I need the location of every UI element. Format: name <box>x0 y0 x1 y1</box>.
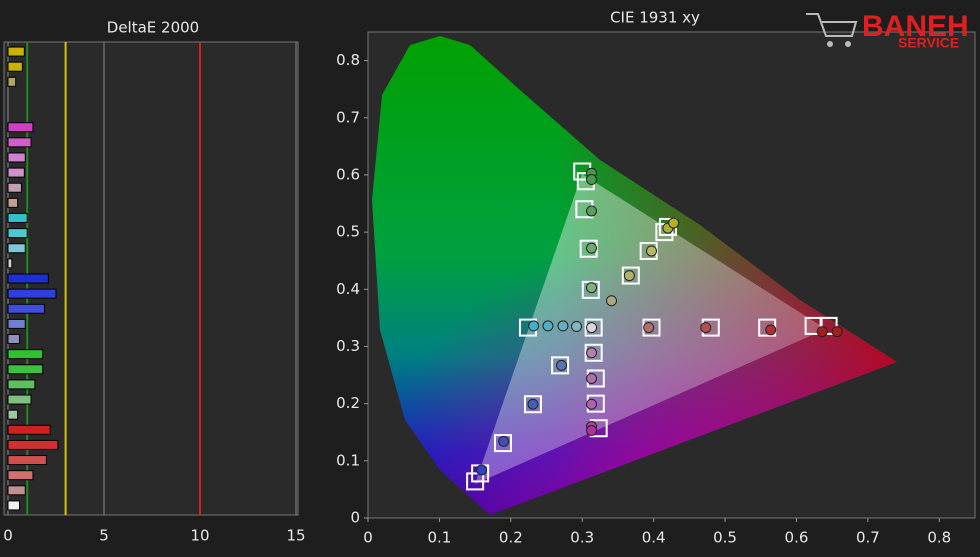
bar <box>7 122 34 133</box>
bar <box>7 212 28 223</box>
x-tick-label: 0 <box>363 529 373 547</box>
measured-point <box>586 205 598 217</box>
bar <box>7 76 17 87</box>
target-point <box>523 395 542 414</box>
measured-point <box>668 217 680 229</box>
measured-point <box>586 372 598 384</box>
bar <box>7 197 19 208</box>
measured-point <box>586 425 598 437</box>
target-point <box>493 434 512 453</box>
bar <box>7 228 28 239</box>
bar <box>7 137 32 148</box>
bar <box>7 288 57 299</box>
bar <box>7 455 47 466</box>
y-tick-label: 0.7 <box>336 108 360 126</box>
bar <box>7 439 59 450</box>
bar <box>7 334 21 345</box>
bar <box>7 152 26 163</box>
bar <box>7 364 44 375</box>
bar <box>7 409 19 420</box>
measured-point <box>586 322 598 334</box>
y-tick-label: 0.8 <box>336 51 360 69</box>
x-tick-label: 0.3 <box>570 529 594 547</box>
target-point <box>581 280 600 299</box>
measured-point <box>527 398 539 410</box>
chart-title: CIE 1931 xy <box>610 9 700 27</box>
y-tick-label: 0.6 <box>336 165 360 183</box>
target-point <box>584 343 603 362</box>
target-point <box>466 472 485 491</box>
target-point <box>819 316 838 335</box>
measured-point <box>556 359 568 371</box>
measured-point <box>700 322 712 334</box>
y-tick-label: 0.4 <box>336 280 360 298</box>
x-tick-label: 0.6 <box>785 529 809 547</box>
logo: BANEH SERVICE <box>806 10 969 51</box>
x-tick-label: 0.1 <box>427 529 451 547</box>
measured-point <box>586 282 598 294</box>
y-tick-label: 0.1 <box>336 451 360 469</box>
measured-point <box>816 326 828 338</box>
bar <box>7 303 45 314</box>
y-tick-label: 0 <box>350 509 360 527</box>
bar <box>7 258 13 269</box>
target-point <box>551 356 570 375</box>
bar <box>7 46 25 57</box>
delta-plot-area <box>3 41 299 516</box>
x-tick-label: 0.2 <box>499 529 523 547</box>
x-tick-label: 0.5 <box>713 529 737 547</box>
x-tick-label: 0.7 <box>856 529 880 547</box>
bar <box>7 470 34 481</box>
bar <box>7 167 25 178</box>
measured-point <box>643 322 655 334</box>
target-point <box>584 318 603 337</box>
measured-point <box>623 270 635 282</box>
bar <box>7 273 49 284</box>
measured-point <box>586 347 598 359</box>
logo-text: BANEH <box>862 10 969 43</box>
measured-point <box>831 326 843 338</box>
measured-point <box>586 174 598 186</box>
bar <box>7 182 22 193</box>
bar <box>7 243 26 254</box>
x-tick-label: 0.4 <box>642 529 666 547</box>
bar <box>7 394 32 405</box>
bar <box>7 61 23 72</box>
measured-point <box>586 398 598 410</box>
logo-text: SERVICE <box>898 35 959 51</box>
bar <box>7 500 21 511</box>
measured-point <box>571 320 583 332</box>
bar <box>7 379 36 390</box>
measured-point <box>542 320 554 332</box>
y-tick-label: 0.5 <box>336 223 360 241</box>
y-tick-label: 0.3 <box>336 337 360 355</box>
bar <box>7 424 51 435</box>
target-point <box>621 266 640 285</box>
x-tick-label: 15 <box>286 527 305 545</box>
measured-point <box>586 242 598 254</box>
x-tick-label: 5 <box>99 527 109 545</box>
target-point <box>804 316 823 335</box>
x-tick-label: 0 <box>3 527 13 545</box>
measured-point <box>528 320 540 332</box>
measured-point <box>498 435 510 447</box>
measured-point <box>606 295 618 307</box>
y-tick-label: 0.2 <box>336 394 360 412</box>
measured-point <box>557 320 569 332</box>
bar <box>7 318 26 329</box>
x-tick-label: 10 <box>190 527 209 545</box>
measured-point <box>646 245 658 257</box>
bar <box>7 485 26 496</box>
x-tick-label: 0.8 <box>927 529 951 547</box>
measured-point <box>765 324 777 336</box>
chart-title: DeltaE 2000 <box>107 19 199 37</box>
bar <box>7 349 44 360</box>
measured-point <box>476 464 488 476</box>
